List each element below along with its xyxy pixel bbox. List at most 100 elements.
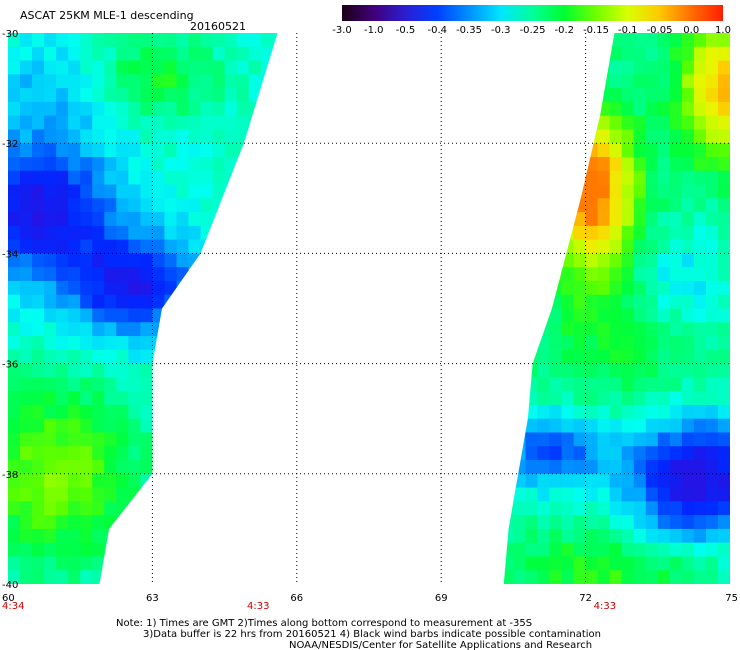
heatmap-cell (224, 129, 238, 144)
heatmap-cell (585, 225, 599, 241)
heatmap-cell (212, 88, 226, 103)
heatmap-cell (549, 391, 563, 406)
heatmap-cell (32, 308, 45, 323)
heatmap-cell (669, 391, 683, 406)
heatmap-cell (681, 46, 695, 62)
heatmap-cell (657, 115, 671, 131)
heatmap-cell (8, 101, 21, 117)
heatmap-cell (549, 487, 563, 502)
heatmap-cell (525, 515, 539, 530)
heatmap-cell (549, 404, 563, 420)
heatmap-cell (609, 253, 623, 268)
heatmap-cell (525, 418, 539, 434)
heatmap-cell (56, 349, 69, 365)
heatmap-cell (164, 46, 178, 62)
heatmap-cell (128, 129, 141, 144)
heatmap-cell (657, 570, 671, 584)
heatmap-cell (152, 473, 166, 489)
heatmap-cell (56, 198, 69, 213)
heatmap-cell (285, 33, 298, 47)
heatmap-cell (224, 115, 238, 131)
heatmap-cell (681, 253, 695, 268)
heatmap-cell (92, 349, 105, 365)
heatmap-cell (128, 170, 141, 186)
heatmap-cell (68, 487, 81, 502)
heatmap-cell (585, 170, 599, 186)
heatmap-cell (80, 212, 93, 227)
heatmap-cell (260, 33, 274, 48)
heatmap-cell (561, 542, 575, 558)
heatmap-cell (128, 418, 141, 434)
heatmap-cell (140, 404, 153, 420)
heatmap-cell (657, 515, 671, 530)
heatmap-cell (236, 46, 250, 62)
heatmap-cell (561, 198, 575, 213)
heatmap-cell (32, 60, 45, 75)
heatmap-cell (20, 432, 33, 447)
heatmap-cell (32, 46, 45, 62)
heatmap-cell (621, 322, 635, 337)
heatmap-cell (598, 584, 611, 598)
heatmap-cell (140, 253, 153, 268)
heatmap-cell (633, 46, 647, 62)
heatmap-cell (104, 528, 117, 544)
heatmap-cell (80, 446, 93, 461)
heatmap-cell (20, 584, 33, 598)
heatmap-cell (188, 212, 202, 227)
heatmap-cell (657, 280, 671, 296)
heatmap-cell (633, 60, 647, 75)
heatmap-cell (92, 129, 105, 144)
heatmap-cell (152, 184, 166, 199)
heatmap-cell (669, 487, 683, 502)
heatmap-cell (116, 349, 129, 365)
heatmap-cell (621, 129, 635, 144)
heatmap-cell (92, 33, 105, 48)
colorbar-label: -0.1 (618, 25, 638, 36)
heatmap-cell (705, 515, 719, 530)
heatmap-cell (585, 239, 599, 255)
heatmap-cell (20, 143, 33, 158)
heatmap-cell (32, 33, 45, 48)
heatmap-cell (32, 542, 45, 558)
heatmap-cell (549, 501, 563, 516)
heatmap-cell (104, 239, 117, 255)
heatmap-cell (200, 74, 214, 89)
heatmap-cell (104, 446, 117, 461)
heatmap-cell (585, 542, 599, 558)
heatmap-cell (92, 101, 105, 117)
heatmap-cell (68, 170, 81, 186)
heatmap-cell (681, 460, 695, 475)
heatmap-cell (200, 101, 214, 117)
heatmap-cell (260, 115, 274, 131)
heatmap-cell (645, 570, 659, 584)
heatmap-cell (561, 501, 575, 516)
heatmap-cell (32, 170, 45, 186)
heatmap-cell (68, 294, 81, 310)
heatmap-cell (561, 446, 575, 461)
heatmap-cell (44, 446, 57, 461)
heatmap-cell (609, 101, 623, 117)
heatmap-cell (621, 391, 635, 406)
heatmap-cell (609, 404, 623, 420)
heatmap-cell (657, 225, 671, 241)
heatmap-cell (20, 515, 33, 530)
heatmap-cell (20, 418, 33, 434)
heatmap-cell (501, 584, 514, 598)
heatmap-cell (597, 377, 611, 392)
heatmap-cell (104, 74, 117, 89)
heatmap-cell (513, 556, 527, 571)
heatmap-cell (80, 308, 93, 323)
heatmap-cell (200, 253, 214, 268)
heatmap-cell (80, 60, 93, 75)
heatmap-cell (80, 88, 93, 103)
heatmap-cell (693, 432, 707, 447)
heatmap-cell (537, 501, 551, 516)
heatmap-cell (621, 363, 635, 378)
heatmap-cell (633, 129, 647, 144)
heatmap-cell (705, 322, 719, 337)
heatmap-cell (525, 377, 539, 392)
heatmap-cell (549, 542, 563, 558)
heatmap-cell (561, 225, 575, 241)
heatmap-cell (56, 294, 69, 310)
heatmap-cell (645, 267, 659, 282)
